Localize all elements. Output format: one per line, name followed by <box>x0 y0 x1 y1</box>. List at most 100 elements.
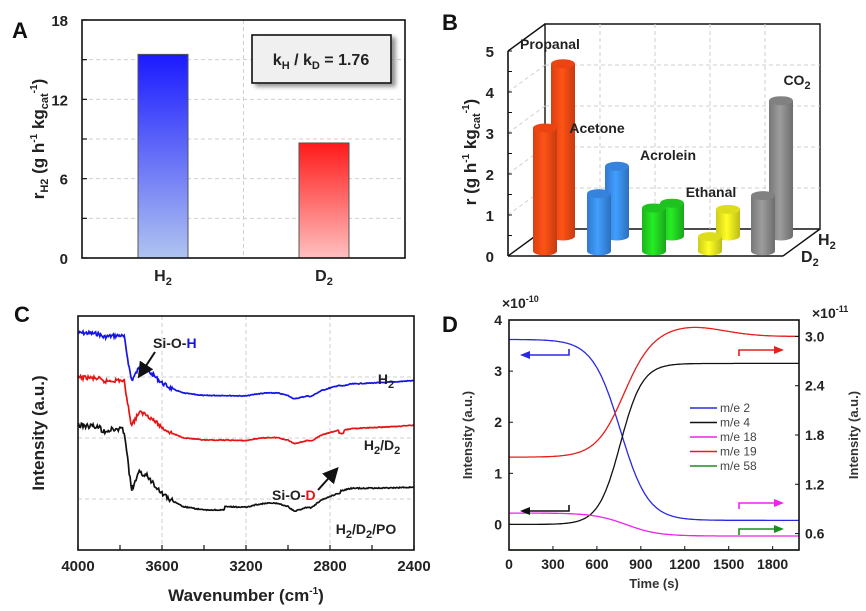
bar-d2-propanal <box>533 123 557 256</box>
arrow-si-o-h <box>137 351 156 379</box>
y-tick-label: 12 <box>51 92 68 109</box>
arrow-m-e-2-left-axis <box>520 349 570 359</box>
y-left-tick-label: 3 <box>494 363 502 379</box>
y-axis-label-c: Intensity (a.u.) <box>29 375 48 490</box>
y-tick-label: 2 <box>486 167 494 184</box>
trace-m-e-2 <box>509 338 799 522</box>
annotation-si-o-d: Si-O-D <box>272 487 316 503</box>
panel-letter-b: B <box>442 10 458 35</box>
legend-item: m/e 18 <box>690 430 757 444</box>
left-multiplier: ×10-10 <box>502 294 539 311</box>
spectrum-h2-d2 <box>77 373 415 445</box>
y-right-tick-label: 3.0 <box>805 328 825 344</box>
x-tick-label: 300 <box>541 556 565 572</box>
y-axis-label-a: rH2 (g h-1 kgcat-1) <box>29 79 51 200</box>
panel-c: C 4000 3600 3200 2800 2400 H2 H2/D2 H2/D2/PO I… <box>14 302 431 605</box>
legend-label: m/e 18 <box>720 430 757 444</box>
legend-label: m/e 58 <box>720 459 757 473</box>
x-axis-label-d: Time (s) <box>629 576 679 591</box>
panel-d: D 0 300 600 900 1200 1500 1800 0 1 2 3 4 0.6 1.2 1.8 2.… <box>442 294 861 591</box>
panel-a: A 0 6 12 18 H2 D2 rH2 (g h-1 kgcat-1) kH / k… <box>12 13 406 288</box>
arrow-m-e-58-right-axis <box>738 525 784 535</box>
x-tick-label: 2400 <box>397 558 430 575</box>
series-label-h2: H2 <box>378 371 394 391</box>
cylinder-top <box>698 232 722 242</box>
gridline-side <box>507 105 546 134</box>
y-left-tick-label: 0 <box>494 516 502 532</box>
panel-b: B 0 1 2 3 4 5 Propanal Acetone Acrolein Ethanal C… <box>442 10 836 269</box>
y-tick-label: 1 <box>486 208 494 225</box>
trace-m-e-19 <box>509 326 799 458</box>
trace-m-e-18 <box>509 512 799 537</box>
x-tick-label: H2 <box>154 268 172 288</box>
cylinder-body <box>698 236 722 256</box>
series-label-h2-d2-po: H2/D2/PO <box>336 521 397 541</box>
cylinder-top <box>751 191 775 201</box>
x-tick-label: D2 <box>315 268 333 288</box>
cylinder-top <box>605 161 629 171</box>
cylinder-top <box>642 203 666 213</box>
kie-annotation-box: kH / kD = 1.76 <box>251 34 392 84</box>
y-left-tick-label: 1 <box>494 465 502 481</box>
bar-d2 <box>298 142 350 259</box>
y-axis-label-right-d: Intensity (a.u.) <box>846 391 861 479</box>
bar-h2 <box>137 53 189 259</box>
x-tick-label: 600 <box>585 556 609 572</box>
x-tick-label: 0 <box>505 556 513 572</box>
legend-label: m/e 2 <box>720 401 750 415</box>
panel-letter-d: D <box>442 312 458 337</box>
y-tick-label: 3 <box>486 126 494 143</box>
bar-d2-co2 <box>751 191 775 256</box>
category-label-ethanal: Ethanal <box>686 184 737 200</box>
floor-edge-right <box>782 228 821 257</box>
x-tick-label: 1800 <box>757 556 788 572</box>
right-multiplier: ×10-11 <box>812 304 848 321</box>
legend-item: m/e 4 <box>690 416 750 430</box>
x-tick-label: 900 <box>629 556 653 572</box>
series-label-h2: H2 <box>818 232 836 252</box>
arrow-m-e-19-right-axis <box>738 346 784 356</box>
y-tick-label: 0 <box>60 251 68 268</box>
annotation-si-o-h: Si-O-H <box>153 335 197 351</box>
spectrum-h2 <box>77 328 415 400</box>
cylinder-body <box>751 195 775 256</box>
cylinder-top <box>716 204 740 214</box>
y-tick-label: 18 <box>51 13 68 30</box>
bar-d2-ethanal <box>698 232 722 256</box>
y-right-tick-label: 1.2 <box>805 476 825 492</box>
x-tick-label: 4000 <box>61 558 94 575</box>
x-tick-label: 1200 <box>669 556 700 572</box>
y-left-tick-label: 2 <box>494 414 502 430</box>
legend-item: m/e 2 <box>690 401 750 415</box>
x-tick-label: 3600 <box>145 558 178 575</box>
y-tick-label: 4 <box>486 85 495 102</box>
x-tick-label: 3200 <box>229 558 262 575</box>
series-label-d2: D2 <box>801 249 819 269</box>
panel-letter-a: A <box>12 18 28 43</box>
cylinder-body <box>587 193 611 256</box>
category-label-acetone: Acetone <box>569 120 624 136</box>
y-right-tick-label: 0.6 <box>805 526 825 542</box>
side-edge-top <box>507 23 546 52</box>
y-right-tick-label: 1.8 <box>805 427 825 443</box>
y-axis-label-b: r (g h-1 kgcat-1) <box>461 99 483 205</box>
cylinder-body <box>716 209 740 241</box>
y-left-tick-label: 4 <box>494 312 502 328</box>
bar-h2-ethanal <box>716 204 740 241</box>
category-label-co2: CO2 <box>783 72 810 92</box>
cylinder-top <box>769 96 793 106</box>
x-tick-label: 2800 <box>313 558 346 575</box>
panel-letter-c: C <box>14 302 30 327</box>
trace-m-e-4 <box>509 362 799 526</box>
cylinder-top <box>533 123 557 133</box>
bar-d2-acetone <box>587 189 611 256</box>
arrow-m-e-4-left-axis <box>520 505 570 515</box>
x-tick-label: 1500 <box>713 556 744 572</box>
legend-item: m/e 58 <box>690 459 757 473</box>
legend-item: m/e 19 <box>690 445 757 459</box>
y-right-tick-label: 2.4 <box>805 378 825 394</box>
cylinder-top <box>551 59 575 69</box>
kie-annotation-text: kH / kD = 1.76 <box>273 52 370 72</box>
cylinder-top <box>587 189 611 199</box>
y-tick-label: 6 <box>60 172 68 189</box>
